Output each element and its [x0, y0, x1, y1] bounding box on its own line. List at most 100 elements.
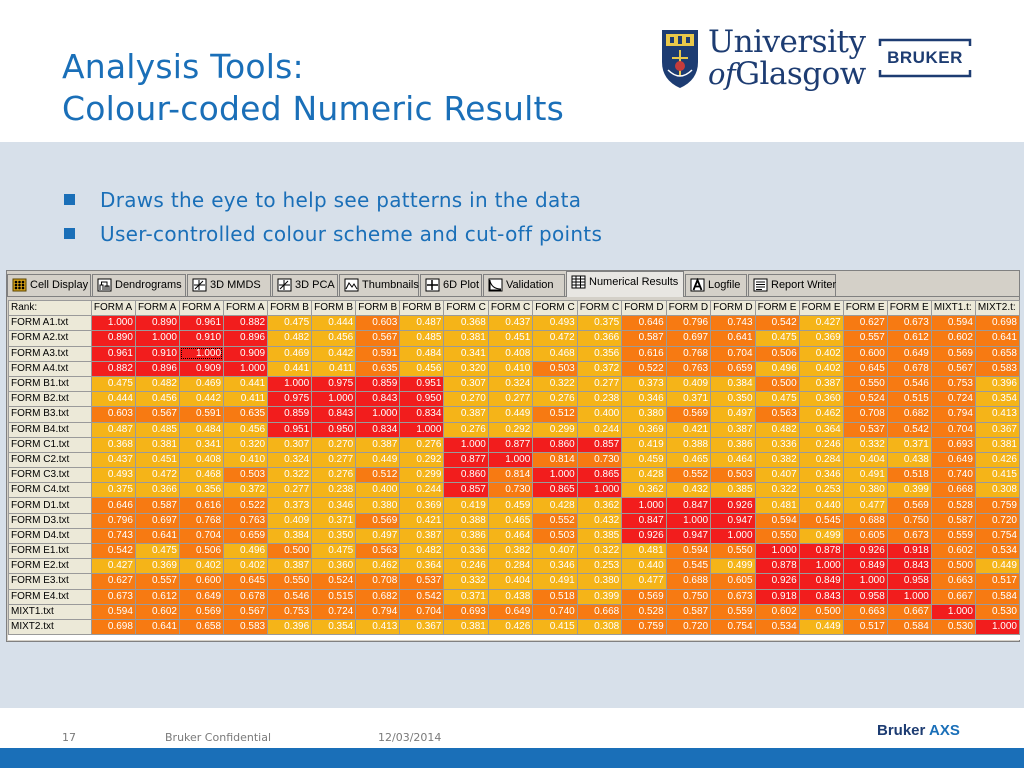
result-cell[interactable]: 0.583	[223, 618, 269, 636]
result-cell[interactable]: 0.459	[621, 451, 667, 469]
result-cell[interactable]: 1.000	[90, 315, 136, 332]
result-cell[interactable]: 0.918	[886, 542, 932, 560]
result-cell[interactable]: 0.600	[178, 573, 225, 590]
result-cell[interactable]: 0.704	[178, 527, 225, 545]
result-cell[interactable]: 0.600	[842, 345, 888, 362]
result-cell[interactable]: 0.500	[798, 603, 844, 620]
result-cell[interactable]: 0.399	[886, 482, 932, 499]
result-cell[interactable]: 0.753	[930, 375, 976, 393]
result-cell[interactable]: 0.918	[754, 588, 800, 605]
result-cell[interactable]: 0.602	[930, 542, 976, 560]
column-header[interactable]: MIXT2.t:	[974, 300, 1020, 317]
result-cell[interactable]: 0.380	[576, 573, 623, 590]
result-cell[interactable]: 0.428	[621, 467, 667, 484]
result-cell[interactable]: 0.569	[665, 406, 712, 423]
result-cell[interactable]: 0.763	[223, 512, 269, 529]
result-cell[interactable]: 0.481	[754, 497, 800, 514]
result-cell[interactable]: 0.484	[399, 345, 445, 362]
result-cell[interactable]: 0.542	[399, 588, 445, 605]
column-header[interactable]: FORM E	[886, 300, 932, 317]
result-cell[interactable]: 0.475	[134, 542, 180, 560]
result-cell[interactable]: 0.465	[665, 451, 712, 469]
result-cell[interactable]: 0.449	[355, 451, 401, 469]
result-cell[interactable]: 0.843	[886, 558, 932, 575]
result-cell[interactable]: 0.663	[842, 603, 888, 620]
result-cell[interactable]: 0.360	[311, 558, 357, 575]
result-cell[interactable]: 0.356	[178, 482, 225, 499]
result-cell[interactable]: 0.444	[311, 315, 357, 332]
result-cell[interactable]: 0.385	[576, 527, 623, 545]
result-cell[interactable]: 0.947	[710, 512, 756, 529]
result-cell[interactable]: 0.354	[311, 618, 357, 636]
row-header[interactable]: FORM D4.txt	[8, 527, 92, 545]
result-cell[interactable]: 0.276	[311, 467, 357, 484]
result-cell[interactable]: 0.427	[798, 315, 844, 332]
result-cell[interactable]: 0.659	[710, 360, 756, 377]
result-cell[interactable]: 0.369	[399, 497, 445, 514]
result-cell[interactable]: 0.641	[974, 330, 1020, 347]
result-cell[interactable]: 0.759	[974, 497, 1020, 514]
result-cell[interactable]: 0.366	[576, 330, 623, 347]
result-cell[interactable]: 0.437	[487, 315, 534, 332]
result-cell[interactable]: 0.407	[532, 542, 578, 560]
result-cell[interactable]: 0.843	[798, 588, 844, 605]
result-cell[interactable]: 0.388	[665, 436, 712, 453]
result-cell[interactable]: 0.698	[974, 315, 1020, 332]
result-cell[interactable]: 0.975	[267, 391, 313, 408]
result-cell[interactable]: 0.587	[621, 330, 667, 347]
result-cell[interactable]: 0.678	[223, 588, 269, 605]
result-cell[interactable]: 0.277	[487, 391, 534, 408]
result-cell[interactable]: 0.594	[930, 315, 976, 332]
result-cell[interactable]: 0.865	[532, 482, 578, 499]
result-cell[interactable]: 0.975	[311, 375, 357, 393]
result-cell[interactable]: 0.413	[355, 618, 401, 636]
result-cell[interactable]: 0.704	[399, 603, 445, 620]
result-cell[interactable]: 0.546	[267, 588, 313, 605]
result-cell[interactable]: 0.356	[576, 345, 623, 362]
result-cell[interactable]: 0.641	[134, 618, 180, 636]
result-cell[interactable]: 0.346	[798, 467, 844, 484]
result-cell[interactable]: 0.515	[886, 391, 932, 408]
result-cell[interactable]: 0.704	[710, 345, 756, 362]
result-cell[interactable]: 0.534	[974, 542, 1020, 560]
result-cell[interactable]: 0.415	[974, 467, 1020, 484]
result-cell[interactable]: 0.387	[798, 375, 844, 393]
result-cell[interactable]: 0.730	[576, 451, 623, 469]
tab-6d-plot[interactable]: 6D Plot	[420, 274, 482, 296]
result-cell[interactable]: 0.796	[90, 512, 136, 529]
result-cell[interactable]: 0.724	[930, 391, 976, 408]
result-cell[interactable]: 0.409	[267, 512, 313, 529]
column-header[interactable]: FORM A	[178, 300, 225, 317]
result-cell[interactable]: 0.951	[267, 421, 313, 438]
result-cell[interactable]: 0.456	[134, 391, 180, 408]
tab-logfile[interactable]: Logfile	[685, 274, 747, 296]
result-cell[interactable]: 0.500	[754, 375, 800, 393]
result-cell[interactable]: 0.322	[532, 375, 578, 393]
result-cell[interactable]: 0.485	[399, 330, 445, 347]
tab-validation[interactable]: Validation	[483, 274, 565, 296]
result-cell[interactable]: 0.567	[223, 603, 269, 620]
result-cell[interactable]: 0.491	[532, 573, 578, 590]
column-header[interactable]: FORM A	[134, 300, 180, 317]
result-cell[interactable]: 0.482	[399, 542, 445, 560]
result-cell[interactable]: 0.503	[223, 467, 269, 484]
result-cell[interactable]: 0.497	[355, 527, 401, 545]
result-cell[interactable]: 0.522	[621, 360, 667, 377]
result-cell[interactable]: 0.451	[487, 330, 534, 347]
row-header[interactable]: FORM B3.txt	[8, 406, 92, 423]
result-cell[interactable]: 0.961	[90, 345, 136, 362]
result-cell[interactable]: 0.350	[311, 527, 357, 545]
result-cell[interactable]: 0.754	[974, 527, 1020, 545]
result-cell[interactable]: 0.950	[311, 421, 357, 438]
result-cell[interactable]: 0.384	[710, 375, 756, 393]
result-cell[interactable]: 0.542	[754, 315, 800, 332]
result-cell[interactable]: 0.387	[443, 406, 489, 423]
result-cell[interactable]: 0.475	[311, 542, 357, 560]
result-cell[interactable]: 0.449	[798, 618, 844, 636]
result-cell[interactable]: 0.472	[532, 330, 578, 347]
result-cell[interactable]: 0.569	[355, 512, 401, 529]
result-cell[interactable]: 0.449	[974, 558, 1020, 575]
result-cell[interactable]: 0.641	[710, 330, 756, 347]
result-cell[interactable]: 0.385	[710, 482, 756, 499]
result-cell[interactable]: 0.550	[710, 542, 756, 560]
